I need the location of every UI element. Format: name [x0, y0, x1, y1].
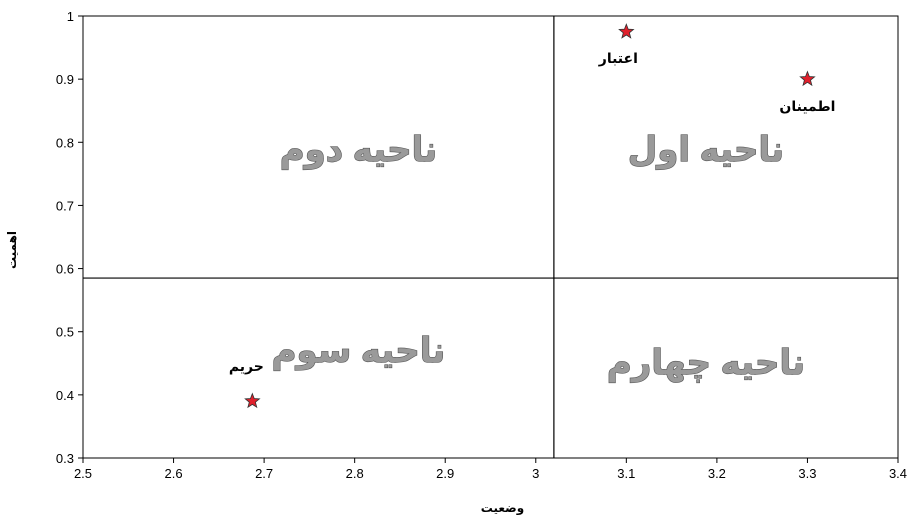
y-axis-title: اهمیت [5, 231, 19, 269]
point-label: اعتبار [598, 50, 638, 66]
region-labels: ناحیه اول ناحیه دوم ناحیه سوم ناحیه چهارم [271, 130, 806, 383]
x-axis-title: وضعیت [481, 501, 524, 516]
x-tick-label: 3.1 [617, 466, 635, 481]
region-label: ناحیه اول [628, 131, 784, 170]
data-point-star [244, 392, 261, 409]
x-tick-label: 2.5 [74, 466, 92, 481]
y-tick-label: 0.3 [56, 451, 74, 466]
x-tick-label: 3 [532, 466, 539, 481]
x-tick-label: 3.2 [708, 466, 726, 481]
data-points: اعتبار اطمینان حریم [229, 23, 835, 409]
quadrant-dividers [83, 16, 898, 458]
point-label: اطمینان [779, 98, 835, 114]
x-tick-label: 2.9 [436, 466, 454, 481]
y-tick-label: 0.5 [56, 325, 74, 340]
x-tick-label: 2.7 [255, 466, 273, 481]
y-tick-label: 1 [67, 9, 74, 24]
y-tick-label: 0.7 [56, 198, 74, 213]
x-axis: 2.5 2.6 2.7 2.8 2.9 3 3.1 3.2 3.3 3.4 [74, 458, 907, 481]
x-tick-label: 3.3 [798, 466, 816, 481]
y-tick-label: 0.9 [56, 72, 74, 87]
x-tick-label: 2.6 [165, 466, 183, 481]
x-tick-label: 3.4 [889, 466, 907, 481]
region-label: ناحیه سوم [272, 332, 446, 371]
y-tick-label: 0.4 [56, 388, 74, 403]
point-label: حریم [229, 358, 264, 375]
y-tick-label: 0.6 [56, 262, 74, 277]
y-tick-label: 0.8 [56, 135, 74, 150]
plot-area [82, 15, 899, 459]
region-label: ناحیه چهارم [607, 344, 805, 383]
data-point-star [799, 70, 816, 87]
region-label: ناحیه دوم [280, 131, 437, 170]
data-point-star [618, 23, 635, 39]
x-tick-label: 2.8 [346, 466, 364, 481]
y-axis: 0.3 0.4 0.5 0.6 0.7 0.8 0.9 1 [56, 9, 83, 466]
